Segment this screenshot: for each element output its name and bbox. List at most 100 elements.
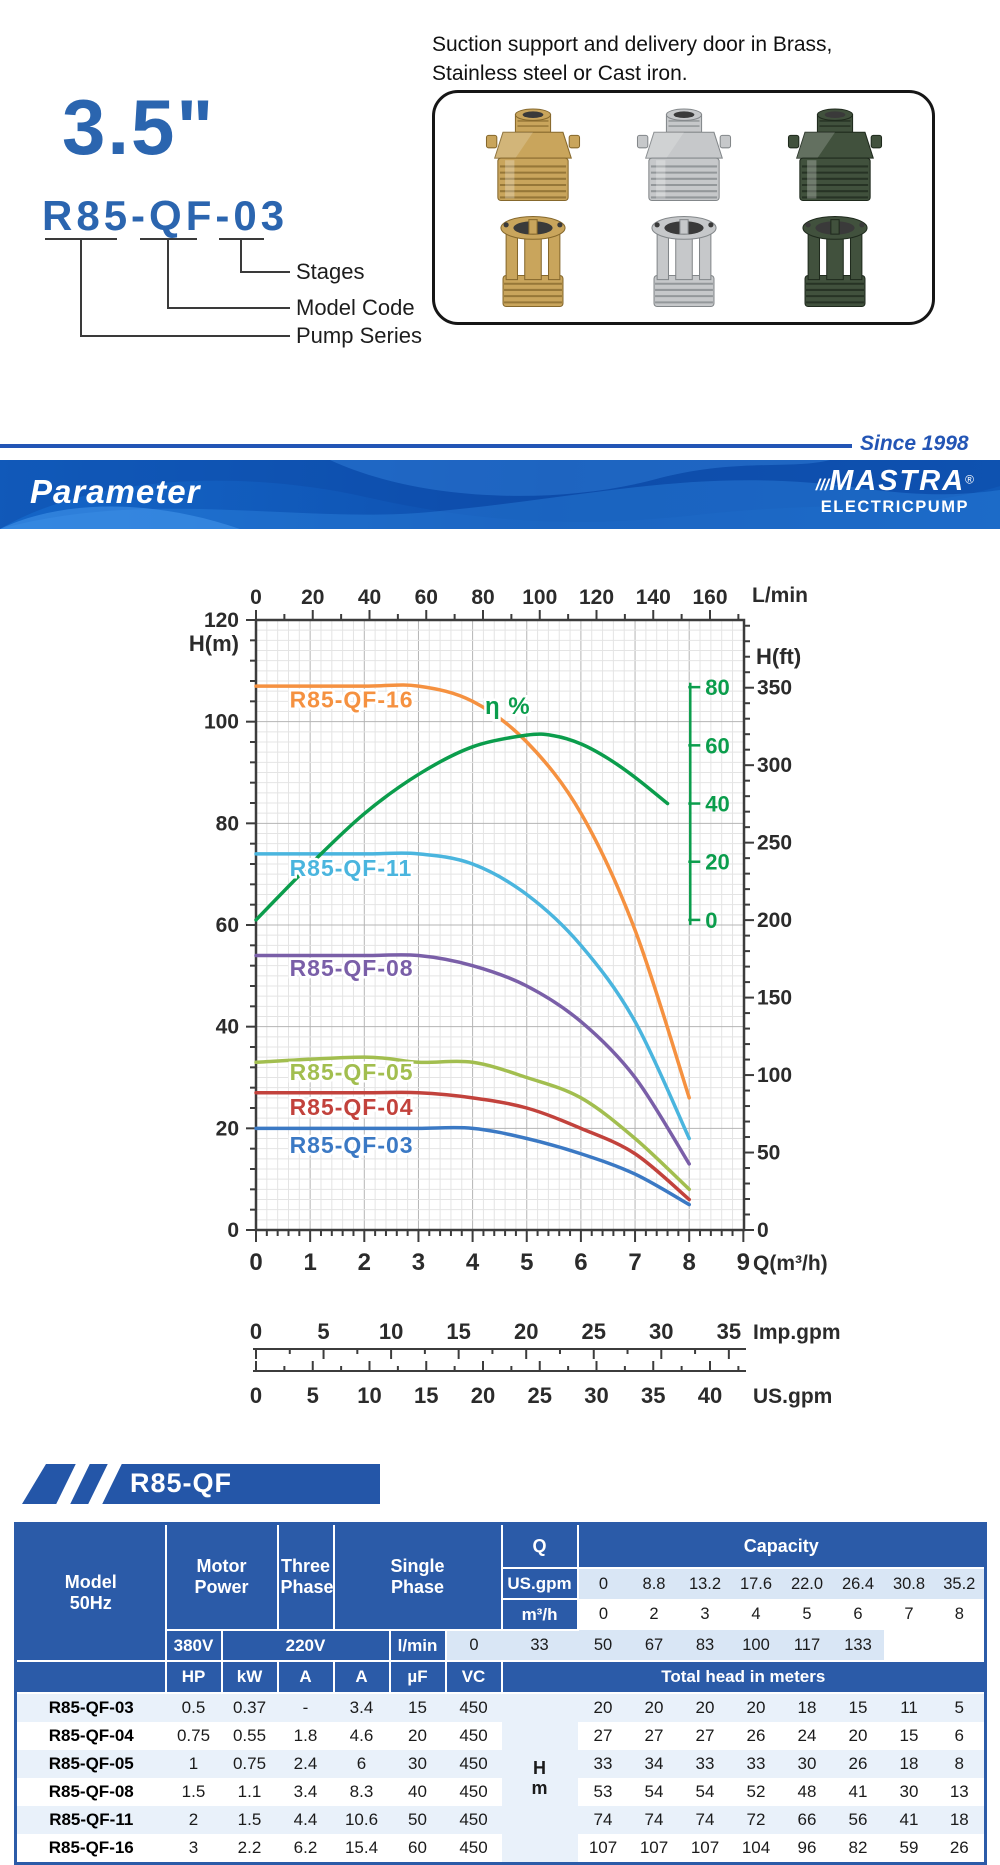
axis-label: 5 <box>317 1319 329 1344</box>
axis-label: 3 <box>412 1249 425 1276</box>
curve-label-R85-QF-11: R85-QF-11 <box>290 855 413 881</box>
axis-label: 9 <box>737 1249 750 1276</box>
axis-label: 100 <box>522 586 557 609</box>
axis-label: 5 <box>520 1249 533 1276</box>
col-header-uf: µF <box>388 1660 447 1694</box>
stages-label: Stages <box>296 259 365 284</box>
efficiency-tick-label: 40 <box>705 792 729 817</box>
spec-value-cell: 6 <box>356 1754 367 1773</box>
curve-label-R85-QF-04: R85-QF-04 <box>290 1094 414 1120</box>
capacity-value-cell: 6 <box>832 1599 884 1630</box>
row-header-usgpm: US.gpm <box>500 1567 579 1600</box>
capacity-value-cell: 3 <box>679 1599 731 1630</box>
col-header-q: Q <box>500 1522 579 1569</box>
axis-label: 100 <box>204 711 239 734</box>
axis-label: 15 <box>414 1383 438 1408</box>
head-value-cell: 26 <box>746 1726 766 1745</box>
capacity-value-cell: 33 <box>501 1630 578 1661</box>
head-value-cell: 74 <box>593 1810 613 1829</box>
spec-value-cell: 15 <box>408 1698 427 1717</box>
capacity-usgpm-row: US.gpm 0 8.8 13.2 17.6 22.0 26.4 30.8 35.2 <box>16 1567 986 1600</box>
spec-value-cell: 1.5 <box>181 1782 206 1801</box>
right-axis-unit: H(ft) <box>756 644 801 669</box>
parameter-section-banner: Parameter ///MASTRA® ELECTRICPUMP <box>0 460 1000 529</box>
axis-label: 40 <box>358 586 381 609</box>
spec-value-cell: - <box>302 1698 309 1717</box>
axis-label: 6 <box>574 1249 587 1276</box>
curve-label-R85-QF-16: R85-QF-16 <box>290 686 414 712</box>
cast-iron-delivery-door-photo <box>774 211 896 311</box>
logo-wordmark: MASTRA <box>829 465 966 497</box>
axis-label: 0 <box>227 1219 239 1242</box>
axis-label: 140 <box>636 586 671 609</box>
head-value-cell: 41 <box>899 1810 919 1829</box>
axis-label: 60 <box>216 914 239 937</box>
col-header-single-phase: Single Phase <box>332 1522 503 1631</box>
stainless-delivery-door-photo <box>623 211 745 311</box>
head-value-cell: 18 <box>797 1698 817 1717</box>
model-name-cell: R85-QF-03 <box>48 1698 134 1717</box>
col-header-vc: VC <box>444 1660 503 1694</box>
axis-label: 30 <box>649 1319 673 1344</box>
col-header-hp: HP <box>164 1660 223 1694</box>
spec-value-cell: 6.2 <box>293 1838 318 1857</box>
since-badge: Since 1998 <box>860 432 969 455</box>
axis-label: 1 <box>303 1249 316 1276</box>
imp-gpm-unit: Imp.gpm <box>753 1321 841 1344</box>
head-value-cell: 27 <box>593 1726 613 1745</box>
capacity-value-cell: 22.0 <box>781 1568 833 1599</box>
spec-value-cell: 60 <box>408 1838 427 1857</box>
spec-value-cell: 2.4 <box>293 1754 318 1773</box>
axis-label: 0 <box>250 1319 262 1344</box>
head-value-cell: 24 <box>797 1726 817 1745</box>
head-value-cell: 59 <box>899 1838 919 1857</box>
axis-label: 15 <box>446 1319 470 1344</box>
spec-value-cell: 20 <box>408 1726 427 1745</box>
head-value-cell: 6 <box>954 1726 965 1745</box>
axis-label: 25 <box>528 1383 552 1408</box>
banner-wave-decor <box>0 460 1000 529</box>
spec-value-cell: 3.4 <box>349 1698 374 1717</box>
materials-note: Suction support and delivery door in Bra… <box>432 30 972 88</box>
head-value-cell: 33 <box>695 1754 715 1773</box>
capacity-value-cell: 67 <box>628 1630 680 1661</box>
axis-label: 80 <box>471 586 494 609</box>
head-value-cell: 11 <box>900 1698 918 1717</box>
spec-row: R85-QF-04 0.75 0.55 1.8 4.6 20 450 27 27 27 26 24 20… <box>15 1722 986 1750</box>
spec-value-cell: 1 <box>188 1754 199 1773</box>
curve-efficiency <box>254 732 670 922</box>
spec-value-cell: 15.4 <box>344 1838 379 1857</box>
capacity-value-cell: 13.2 <box>679 1568 731 1599</box>
capacity-value-cell: 30.8 <box>883 1568 935 1599</box>
spec-value-cell: 30 <box>408 1754 427 1773</box>
model-name-cell: R85-QF-16 <box>48 1838 134 1857</box>
spec-value-cell: 0.75 <box>176 1726 211 1745</box>
capacity-value-cell: 8 <box>934 1599 986 1630</box>
axis-label: 20 <box>471 1383 495 1408</box>
head-value-cell: 20 <box>848 1726 868 1745</box>
efficiency-tick-label: 0 <box>705 908 717 933</box>
head-value-cell: 26 <box>848 1754 868 1773</box>
spec-value-cell: 1.5 <box>237 1810 262 1829</box>
spec-value-cell: 0.5 <box>181 1698 206 1717</box>
axis-label: 35 <box>717 1319 741 1344</box>
cast-iron-suction-support-photo <box>774 104 896 204</box>
pump-performance-chart: 0 20 40 60 80 100 120 140 160 L/min02040608010012… <box>189 584 841 1408</box>
axis-label: 8 <box>683 1249 696 1276</box>
curve-label-efficiency: η % <box>485 693 531 720</box>
capacity-value-cell: 17.6 <box>730 1568 782 1599</box>
curve-label-R85-QF-05: R85-QF-05 <box>290 1059 414 1085</box>
spec-value-cell: 50 <box>408 1810 427 1829</box>
head-value-cell: 54 <box>644 1782 664 1801</box>
us-gpm-unit: US.gpm <box>753 1385 832 1408</box>
head-value-cell: 26 <box>949 1838 969 1857</box>
spec-table: Model 50Hz Motor Power Three Phase Single Ph… <box>14 1522 988 1865</box>
head-value-cell: 15 <box>899 1726 919 1745</box>
spec-value-cell: 1.1 <box>237 1782 262 1801</box>
capacity-value-cell: 5 <box>781 1599 833 1630</box>
materials-note-line2: Stainless steel or Cast iron. <box>432 62 688 85</box>
axis-label: 30 <box>584 1383 608 1408</box>
